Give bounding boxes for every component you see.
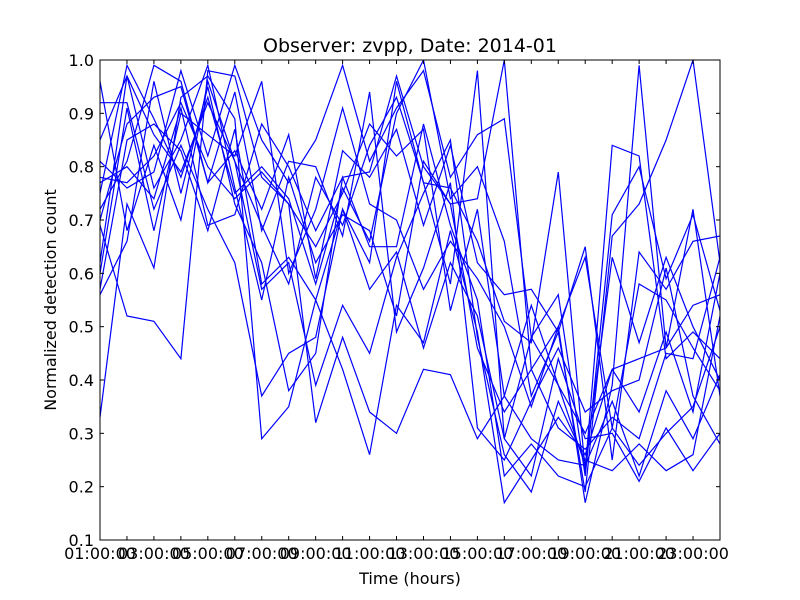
series-line-10 <box>100 81 720 429</box>
series-line-8 <box>100 101 720 435</box>
x-tick-label: 01:00:00 <box>64 544 136 563</box>
x-tick-label: 19:00:00 <box>549 544 621 563</box>
x-tick-label: 23:00:00 <box>657 544 729 563</box>
y-tick-label: 0.5 <box>69 318 94 337</box>
x-tick-label: 07:00:00 <box>226 544 298 563</box>
x-tick-label: 17:00:00 <box>495 544 567 563</box>
series-group <box>100 60 720 505</box>
y-tick-label: 0.2 <box>69 478 94 497</box>
series-line-12 <box>100 85 720 461</box>
series-line-1 <box>100 75 720 505</box>
y-axis-ticks: 0.1 0.2 0.3 0.4 0.5 0.6 0.7 0.8 0.9 1.0 <box>69 51 720 550</box>
y-axis-label: Normalized detection count <box>41 189 60 411</box>
plot-area-frame <box>99 59 721 541</box>
y-tick-label: 0.1 <box>69 531 94 550</box>
x-tick-label: 09:00:00 <box>280 544 352 563</box>
series-line-15 <box>100 60 720 493</box>
x-tick-label: 03:00:00 <box>118 544 190 563</box>
y-tick-label: 0.6 <box>69 264 94 283</box>
x-tick-label: 21:00:00 <box>603 544 675 563</box>
series-line-5 <box>100 74 720 494</box>
series-line-14 <box>100 60 720 503</box>
y-tick-label: 0.7 <box>69 211 94 230</box>
y-tick-label: 0.3 <box>69 424 94 443</box>
x-tick-label: 11:00:00 <box>334 544 406 563</box>
x-tick-label: 15:00:00 <box>441 544 513 563</box>
series-line-13 <box>100 63 720 477</box>
chart-title: Observer: zvpp, Date: 2014-01 <box>263 35 557 57</box>
y-tick-label: 0.9 <box>69 104 94 123</box>
y-tick-label: 1.0 <box>69 51 94 70</box>
x-tick-label: 13:00:00 <box>388 544 460 563</box>
x-axis-label: Time (hours) <box>358 569 461 588</box>
x-tick-label: 05:00:00 <box>172 544 244 563</box>
x-axis-ticks: 01:00:0003:00:0005:00:0007:00:0009:00:00… <box>64 60 729 563</box>
y-tick-label: 0.4 <box>69 371 94 390</box>
y-tick-label: 0.8 <box>69 158 94 177</box>
series-line-9 <box>100 70 720 466</box>
series-line-3 <box>100 69 720 478</box>
series-line-11 <box>100 81 720 471</box>
